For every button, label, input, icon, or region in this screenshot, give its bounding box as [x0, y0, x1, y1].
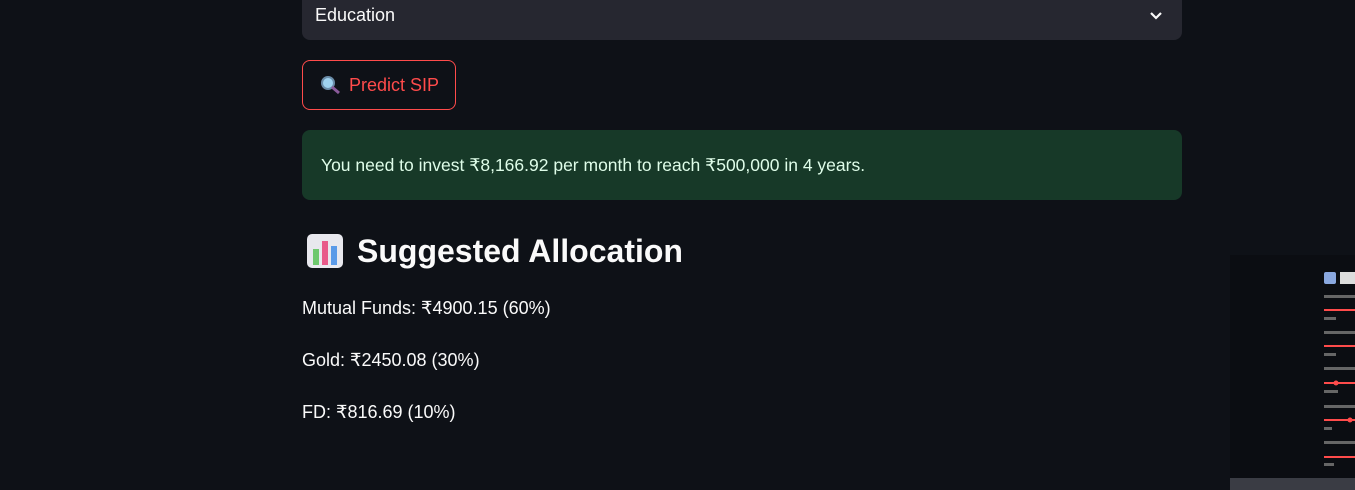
section-heading: Suggested Allocation	[357, 233, 683, 269]
allocation-item: Mutual Funds: ₹4900.15 (60%)	[302, 298, 551, 318]
success-message: You need to invest ₹8,166.92 per month t…	[321, 155, 866, 175]
chevron-icon	[1150, 12, 1162, 20]
allocation-item: Gold: ₹2450.08 (30%)	[302, 350, 480, 370]
thumbnail-preview	[1230, 255, 1355, 490]
success-box	[302, 130, 1182, 200]
search-icon	[321, 76, 340, 95]
allocation-item: FD: ₹816.69 (10%)	[302, 402, 456, 422]
button-label[interactable]: Predict SIP	[349, 75, 440, 95]
select-box[interactable]	[302, 0, 1182, 40]
select-value: Education	[315, 5, 396, 25]
chart-icon	[307, 234, 343, 268]
